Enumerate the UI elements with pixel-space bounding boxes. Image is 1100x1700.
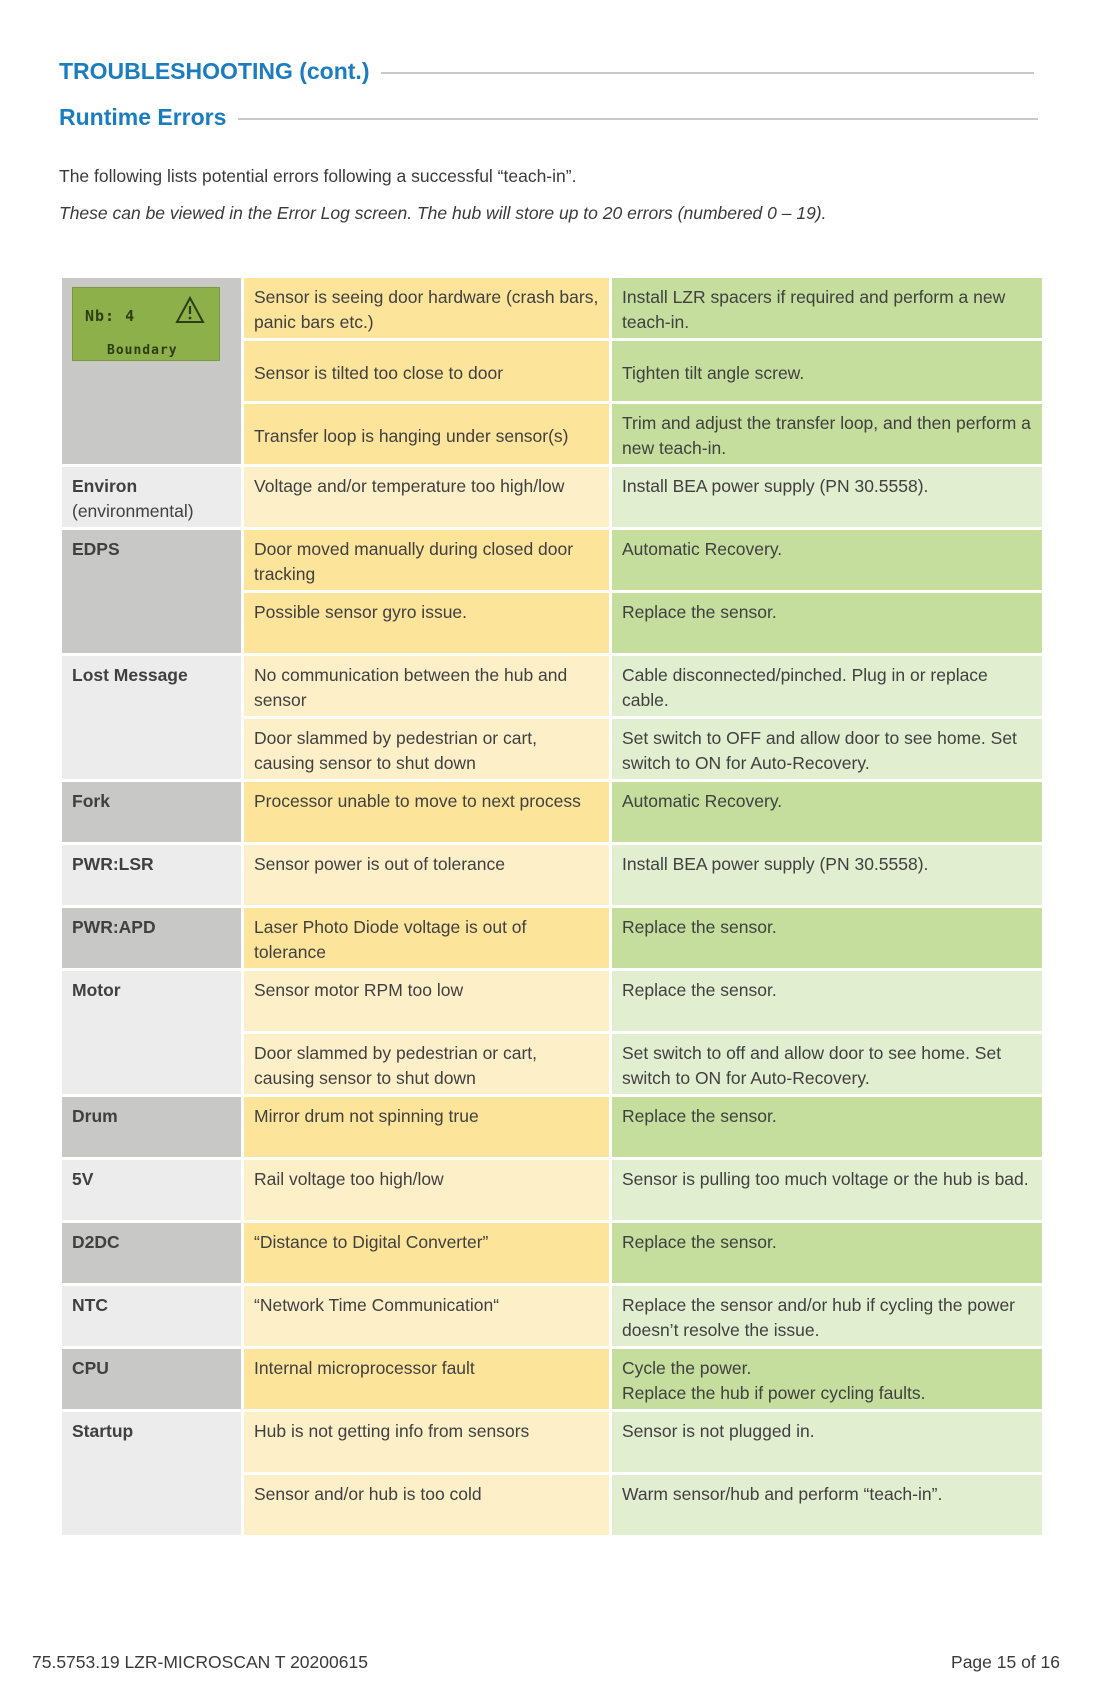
error-code-cell: Lost Message xyxy=(62,656,241,779)
table-row: Startup Hub is not getting info from sen… xyxy=(62,1412,1042,1535)
action-cell: Replace the sensor. xyxy=(612,1097,1042,1157)
footer-page-number: Page 15 of 16 xyxy=(951,1652,1060,1672)
error-code-cell: Nb: 4 Boundary xyxy=(62,278,241,464)
table-row: PWR:APD Laser Photo Diode voltage is out… xyxy=(62,908,1042,968)
cause-cell: Processor unable to move to next process xyxy=(244,782,609,842)
error-code-cell: CPU xyxy=(62,1349,241,1409)
subsection-title: Runtime Errors xyxy=(59,104,227,130)
table-row: Sensor and/or hub is too cold Warm senso… xyxy=(62,1475,1042,1535)
section-heading-row: TROUBLESHOOTING (cont.) xyxy=(59,58,1034,85)
action-cell: Install LZR spacers if required and perf… xyxy=(612,278,1042,338)
table-row: Door slammed by pedestrian or cart, caus… xyxy=(62,1034,1042,1094)
table-row: NTC “Network Time Communication“ Replace… xyxy=(62,1286,1042,1346)
cause-cell: Voltage and/or temperature too high/low xyxy=(244,467,609,527)
table-row: Fork Processor unable to move to next pr… xyxy=(62,782,1042,842)
action-line: Replace the hub if power cycling faults. xyxy=(622,1383,926,1403)
action-cell: Tighten tilt angle screw. xyxy=(612,341,1042,401)
action-cell: Trim and adjust the transfer loop, and t… xyxy=(612,404,1042,464)
action-cell: Install BEA power supply (PN 30.5558). xyxy=(612,845,1042,905)
warning-triangle-icon xyxy=(175,296,205,323)
table-row: Nb: 4 Boundary Sensor is seeing door har… xyxy=(62,278,1042,464)
cause-cell: “Network Time Communication“ xyxy=(244,1286,609,1346)
lcd-line-1: Nb: 4 xyxy=(85,307,136,325)
table-row: Sensor is tilted too close to door Tight… xyxy=(62,341,1042,401)
action-cell: Sensor is not plugged in. xyxy=(612,1412,1042,1472)
action-cell: Warm sensor/hub and perform “teach-in”. xyxy=(612,1475,1042,1535)
cause-cell: Sensor and/or hub is too cold xyxy=(244,1475,609,1535)
lcd-display: Nb: 4 Boundary xyxy=(72,287,220,361)
error-code-cell: Motor xyxy=(62,971,241,1094)
table-row: Motor Sensor motor RPM too low Replace t… xyxy=(62,971,1042,1094)
error-code-cell: Environ (environmental) xyxy=(62,467,241,527)
error-code-cell: Startup xyxy=(62,1412,241,1535)
action-cell: Sensor is pulling too much voltage or th… xyxy=(612,1160,1042,1220)
action-cell: Replace the sensor. xyxy=(612,908,1042,968)
error-code-sub: (environmental) xyxy=(72,501,194,521)
cause-cell: “Distance to Digital Converter” xyxy=(244,1223,609,1283)
action-cell: Cycle the power. Replace the hub if powe… xyxy=(612,1349,1042,1409)
cause-cell: Internal microprocessor fault xyxy=(244,1349,609,1409)
action-cell: Cable disconnected/pinched. Plug in or r… xyxy=(612,656,1042,716)
table-row: D2DC “Distance to Digital Converter” Rep… xyxy=(62,1223,1042,1283)
cause-cell: Sensor motor RPM too low xyxy=(244,971,609,1031)
action-cell: Replace the sensor. xyxy=(612,971,1042,1031)
cause-cell: No communication between the hub and sen… xyxy=(244,656,609,716)
error-code-cell: D2DC xyxy=(62,1223,241,1283)
footer-doc-id: 75.5753.19 LZR-MICROSCAN T 20200615 xyxy=(32,1652,368,1672)
action-cell: Replace the sensor. xyxy=(612,1223,1042,1283)
action-cell: Automatic Recovery. xyxy=(612,530,1042,590)
cause-cell: Sensor power is out of tolerance xyxy=(244,845,609,905)
section-title: TROUBLESHOOTING (cont.) xyxy=(59,58,370,84)
intro-text: The following lists potential errors fol… xyxy=(59,166,577,186)
table-row: EDPS Door moved manually during closed d… xyxy=(62,530,1042,653)
error-code-cell: Fork xyxy=(62,782,241,842)
table-row: Possible sensor gyro issue. Replace the … xyxy=(62,593,1042,653)
cause-cell: Hub is not getting info from sensors xyxy=(244,1412,609,1472)
cause-cell: Door slammed by pedestrian or cart, caus… xyxy=(244,1034,609,1094)
action-cell: Automatic Recovery. xyxy=(612,782,1042,842)
table-row: 5V Rail voltage too high/low Sensor is p… xyxy=(62,1160,1042,1220)
error-code: Environ xyxy=(72,476,138,496)
cause-cell: Sensor is seeing door hardware (crash ba… xyxy=(244,278,609,338)
error-code-cell: 5V xyxy=(62,1160,241,1220)
action-cell: Install BEA power supply (PN 30.5558). xyxy=(612,467,1042,527)
error-code-cell: PWR:LSR xyxy=(62,845,241,905)
error-code-cell: EDPS xyxy=(62,530,241,653)
intro-note: These can be viewed in the Error Log scr… xyxy=(59,203,827,223)
cause-cell: Sensor is tilted too close to door xyxy=(244,341,609,401)
table-row: Lost Message No communication between th… xyxy=(62,656,1042,779)
subsection-heading-row: Runtime Errors xyxy=(59,104,1038,131)
heading-rule xyxy=(238,117,1038,120)
action-cell: Set switch to off and allow door to see … xyxy=(612,1034,1042,1094)
table-row: Environ (environmental) Voltage and/or t… xyxy=(62,467,1042,527)
table-row: Transfer loop is hanging under sensor(s)… xyxy=(62,404,1042,464)
error-code-cell: PWR:APD xyxy=(62,908,241,968)
table-row: CPU Internal microprocessor fault Cycle … xyxy=(62,1349,1042,1409)
cause-cell: Rail voltage too high/low xyxy=(244,1160,609,1220)
error-code-cell: NTC xyxy=(62,1286,241,1346)
lcd-line-2: Boundary xyxy=(107,343,178,358)
action-line: Cycle the power. xyxy=(622,1358,752,1378)
cause-cell: Door moved manually during closed door t… xyxy=(244,530,609,590)
runtime-errors-table: Nb: 4 Boundary Sensor is seeing door har… xyxy=(59,275,1045,1538)
table-row: Drum Mirror drum not spinning true Repla… xyxy=(62,1097,1042,1157)
cause-cell: Door slammed by pedestrian or cart, caus… xyxy=(244,719,609,779)
cause-cell: Mirror drum not spinning true xyxy=(244,1097,609,1157)
cause-cell: Laser Photo Diode voltage is out of tole… xyxy=(244,908,609,968)
cause-cell: Transfer loop is hanging under sensor(s) xyxy=(244,404,609,464)
action-cell: Set switch to OFF and allow door to see … xyxy=(612,719,1042,779)
error-code-cell: Drum xyxy=(62,1097,241,1157)
action-cell: Replace the sensor and/or hub if cycling… xyxy=(612,1286,1042,1346)
action-cell: Replace the sensor. xyxy=(612,593,1042,653)
table-row: PWR:LSR Sensor power is out of tolerance… xyxy=(62,845,1042,905)
table-row: Door slammed by pedestrian or cart, caus… xyxy=(62,719,1042,779)
cause-cell: Possible sensor gyro issue. xyxy=(244,593,609,653)
heading-rule xyxy=(381,71,1034,74)
